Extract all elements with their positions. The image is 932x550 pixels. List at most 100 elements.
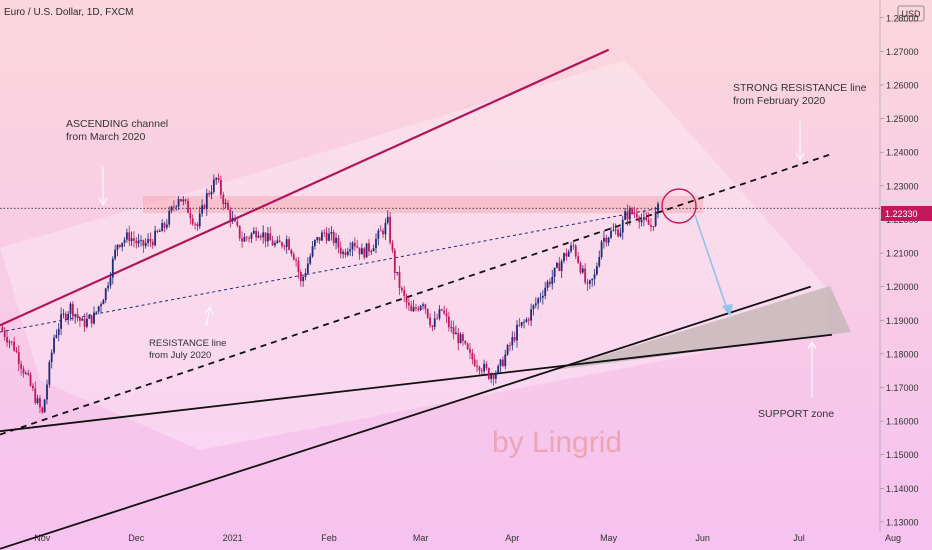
candle-body [375,238,377,249]
candle-body [346,251,349,255]
resistance-zone [143,196,703,213]
candle-body [525,319,528,322]
candle-body [231,217,234,221]
candle-body [142,240,145,246]
candle-body [283,246,286,248]
candle-body [259,235,262,238]
candle-body [436,318,438,320]
candle-body [344,251,347,255]
candle-body [210,191,213,195]
candle-body [497,365,500,374]
candle-body [154,230,156,246]
candle-body [551,276,554,285]
candle-body [490,374,493,379]
candle-body [39,398,41,408]
y-tick-label: 1.23000 [886,181,919,191]
candle-body [168,210,171,225]
y-tick-label: 1.27000 [886,47,919,57]
candle-body [574,245,577,257]
candle-body [483,363,485,372]
candle-body [605,237,608,243]
currency-badge[interactable] [897,5,925,22]
x-tick-label: Dec [128,533,145,543]
candle-body [363,248,366,258]
y-tick-label: 1.17000 [886,383,919,393]
y-tick-label: 1.14000 [886,484,919,494]
candle-body [43,399,46,413]
candle-body [48,362,51,385]
candle-body [339,247,342,254]
candle-body [81,318,84,321]
candle-body [556,262,558,268]
watermark: by Lingrid [492,426,622,459]
candle-body [161,222,164,232]
candle-body [539,297,542,299]
candle-body [255,230,258,238]
candle-body [311,246,314,257]
resistance-arrow-head [204,306,214,315]
candle-body [309,256,312,264]
candle-body [53,337,55,353]
candle-body [342,251,344,254]
candle-body [393,250,396,274]
candle-body [480,370,483,372]
candle-body [558,262,561,271]
candle-body [478,366,481,371]
x-tick-label: Jul [793,533,805,543]
candle-body [147,239,149,243]
candle-body [36,398,39,403]
candle-body [238,225,241,239]
candle-body [314,240,316,247]
candle-body [208,193,211,195]
candle-body [379,230,382,232]
candle-body [635,213,638,218]
candle-body [149,239,152,242]
candle-body [173,206,175,208]
candle-body [158,231,161,232]
candle-body [24,372,27,374]
candle-body [316,237,319,241]
candle-body [614,229,617,231]
candle-body [654,211,657,226]
candle-body [83,318,86,327]
candle-body [398,271,401,288]
candle-body [71,303,74,317]
candle-body [212,179,215,192]
candle-body [335,237,337,244]
candle-body [97,306,100,312]
candle-body [22,368,25,374]
trend-line-0[interactable] [0,48,610,327]
candle-body [17,351,20,365]
candle-body [177,199,180,207]
ascending-label-2: from March 2020 [66,131,146,143]
candle-body [492,374,495,379]
candle-body [285,239,288,247]
candle-body [29,374,32,386]
candle-body [79,317,81,321]
candle-body [118,244,121,247]
trend-line-1[interactable] [0,153,833,436]
projection-arrow-head [722,304,733,316]
candle-body [657,203,659,212]
candle-body [549,281,551,285]
candle-body [607,237,610,243]
candle-body [351,242,354,250]
trend-line-4[interactable] [0,333,833,433]
candle-body [187,200,189,213]
resistance-label-1: RESISTANCE line [149,338,226,349]
x-tick-label: Nov [34,533,51,543]
candle-body [304,272,307,278]
candle-body [565,253,568,257]
candle-body [537,298,540,304]
candle-body [292,254,295,260]
candle-body [201,205,203,214]
candle-body [353,242,356,247]
ascending-label-1: ASCENDING channel [66,118,168,130]
candle-body [563,253,565,261]
candle-body [241,238,243,242]
candle-body [462,334,464,341]
candle-body [151,241,154,246]
currency-label: USD [901,9,921,19]
trend-line-3[interactable] [0,285,812,550]
